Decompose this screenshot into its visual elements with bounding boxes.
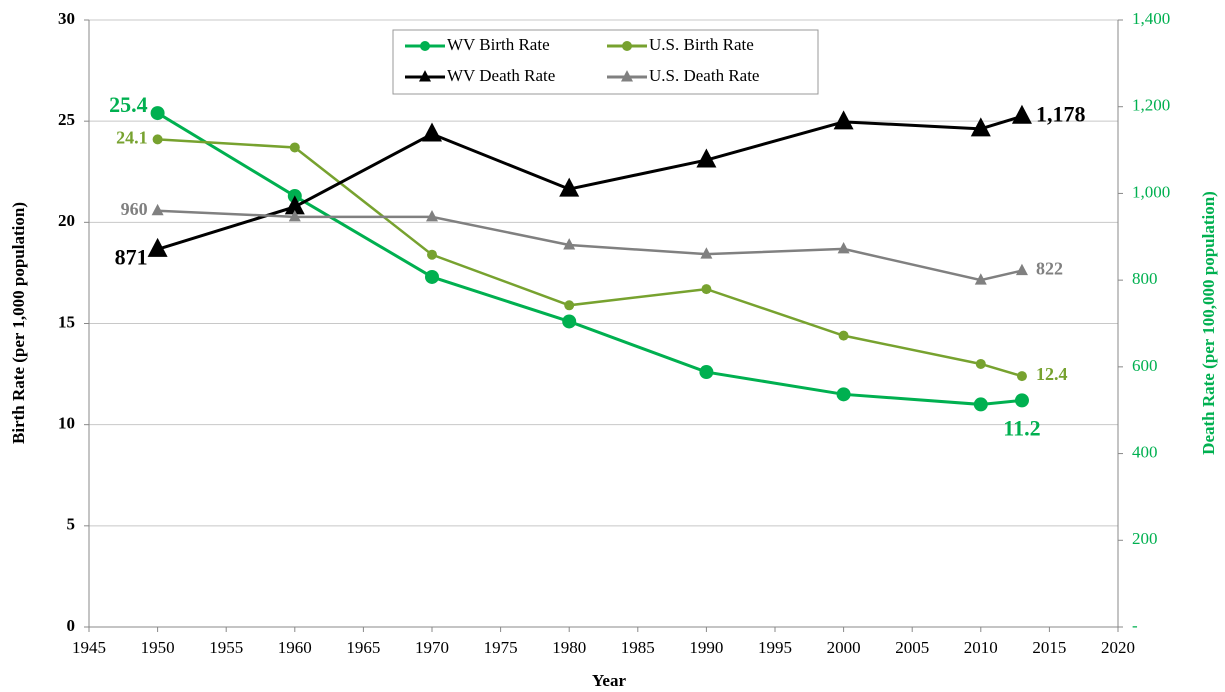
data-label: 11.2 [1003, 415, 1040, 440]
y-tick-label: 5 [67, 515, 76, 534]
data-point [699, 365, 714, 380]
series-line [157, 209, 1023, 282]
x-tick-label: 1970 [415, 638, 449, 657]
data-label: 24.1 [116, 128, 148, 148]
data-label: 822 [1036, 259, 1063, 279]
x-tick-label: 2015 [1032, 638, 1066, 657]
x-tick-label: 2005 [895, 638, 929, 657]
legend-label: WV Death Rate [447, 66, 555, 85]
legend-marker [420, 41, 430, 51]
y-tick-label: 15 [58, 312, 75, 331]
series-line [156, 111, 1023, 406]
data-label: 25.4 [109, 92, 148, 117]
x-tick-label: 2020 [1101, 638, 1135, 657]
data-point [700, 247, 713, 259]
legend-marker [622, 41, 632, 51]
legend-box [392, 29, 819, 95]
data-label: 960 [121, 199, 148, 219]
x-tick-label: 1975 [484, 638, 518, 657]
x-tick-label: 1980 [552, 638, 586, 657]
data-point [1015, 263, 1028, 276]
data-point [1011, 104, 1032, 124]
y-tick-label: 20 [58, 211, 75, 230]
y2-axis-title: Death Rate (per 100,000 population) [1199, 191, 1218, 455]
data-point [838, 330, 849, 341]
data-point [562, 314, 577, 329]
y2-tick-label: 400 [1132, 442, 1158, 461]
y2-tick-label: 800 [1132, 269, 1158, 288]
y2-tick-label: 600 [1132, 356, 1158, 375]
y2-tick-label: 1,400 [1132, 9, 1170, 28]
data-point [975, 358, 986, 369]
x-tick-label: 1990 [689, 638, 723, 657]
data-point [150, 106, 165, 121]
y-axis-title: Birth Rate (per 1,000 population) [9, 202, 28, 444]
data-point [1016, 371, 1027, 382]
x-tick-label: 1960 [278, 638, 312, 657]
data-point [427, 249, 437, 260]
y2-tick-label: 1,200 [1132, 96, 1170, 115]
data-point [836, 387, 851, 402]
x-tick-label: 1995 [758, 638, 792, 657]
data-label: 12.4 [1036, 364, 1068, 384]
legend-label: U.S. Death Rate [649, 66, 759, 85]
x-tick-label: 1945 [72, 638, 106, 657]
data-point [284, 195, 305, 215]
legend-marker [621, 70, 633, 82]
x-tick-label: 2000 [827, 638, 861, 657]
data-point [833, 110, 854, 130]
data-point [559, 177, 580, 197]
y-tick-label: 10 [58, 414, 75, 433]
data-point [701, 284, 712, 295]
legend-label: U.S. Birth Rate [649, 35, 754, 54]
y-tick-label: 25 [58, 110, 75, 129]
x-tick-label: 1950 [141, 638, 175, 657]
data-label: 1,178 [1036, 101, 1086, 126]
data-point [288, 209, 301, 222]
y2-tick-label: - [1132, 616, 1138, 635]
series-line [157, 114, 1023, 251]
y2-tick-label: 200 [1132, 529, 1158, 548]
data-point [151, 203, 164, 216]
x-axis-title: Year [592, 671, 626, 690]
data-point [152, 134, 163, 145]
data-point [837, 242, 850, 254]
legend-label: WV Birth Rate [447, 35, 550, 54]
x-tick-label: 1965 [346, 638, 380, 657]
data-point [425, 269, 439, 284]
y-tick-label: 0 [67, 616, 76, 635]
data-point [973, 397, 988, 412]
data-point [422, 122, 442, 142]
series-line [157, 138, 1023, 378]
x-tick-label: 1955 [209, 638, 243, 657]
x-tick-label: 1985 [621, 638, 655, 657]
data-point [1014, 393, 1029, 408]
x-tick-label: 2010 [964, 638, 998, 657]
data-point [426, 209, 438, 222]
data-point [970, 117, 991, 137]
data-point [564, 300, 575, 311]
data-point [696, 148, 717, 168]
data-point [563, 238, 576, 250]
y-tick-label: 30 [58, 9, 75, 28]
data-point [289, 142, 300, 153]
data-label: 871 [115, 244, 148, 269]
legend-marker [419, 70, 431, 82]
y2-tick-label: 1,000 [1132, 182, 1170, 201]
data-point [147, 237, 168, 257]
data-point [974, 273, 987, 285]
